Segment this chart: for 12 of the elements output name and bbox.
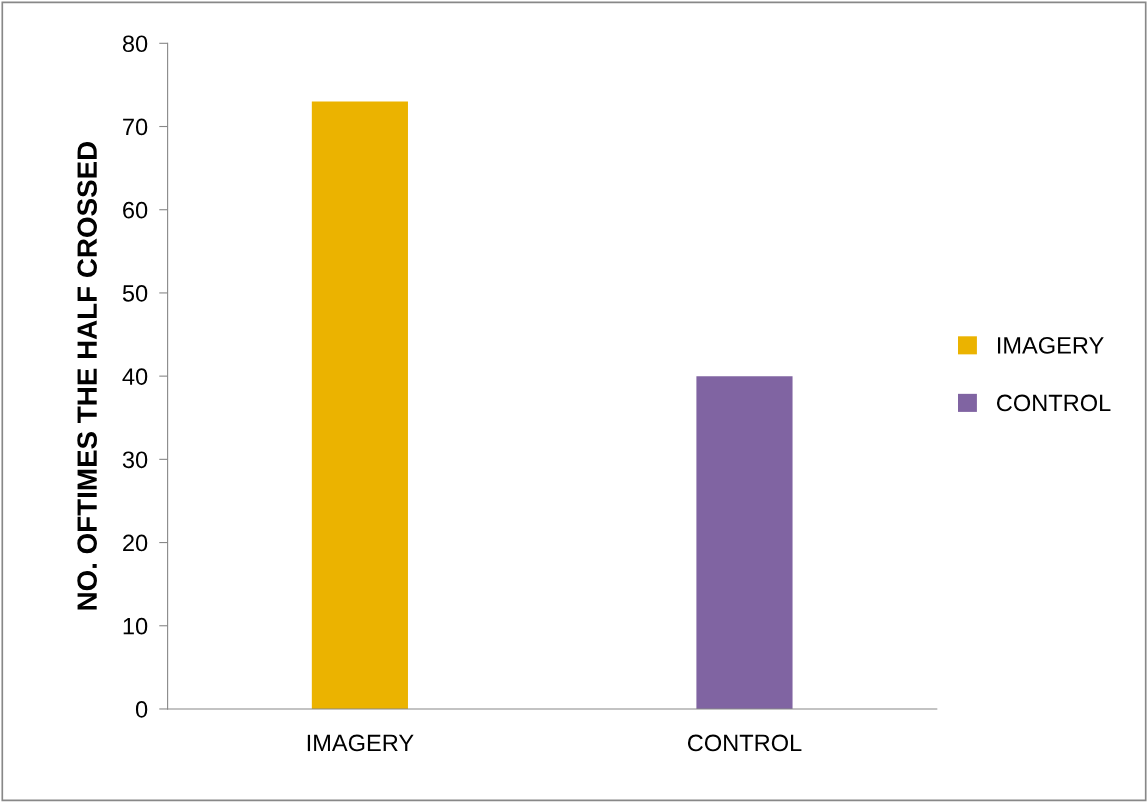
- y-tick-label: 40: [122, 368, 148, 385]
- legend-label: IMAGERY: [997, 337, 1104, 354]
- y-tick-label: 0: [135, 701, 148, 718]
- y-tick-label: 80: [122, 35, 148, 53]
- y-tick-label: 20: [123, 534, 148, 552]
- legend-label: CONTROL: [996, 394, 1111, 412]
- y-axis-title: NO. OFTIMES THE HALF CROSSED: [77, 141, 97, 610]
- y-tick-label: 50: [122, 285, 148, 302]
- y-tick-label: 30: [122, 451, 148, 469]
- y-tick-label: 60: [123, 201, 148, 219]
- y-tick-label: 70: [123, 118, 148, 136]
- y-tick-label: 10: [123, 617, 148, 635]
